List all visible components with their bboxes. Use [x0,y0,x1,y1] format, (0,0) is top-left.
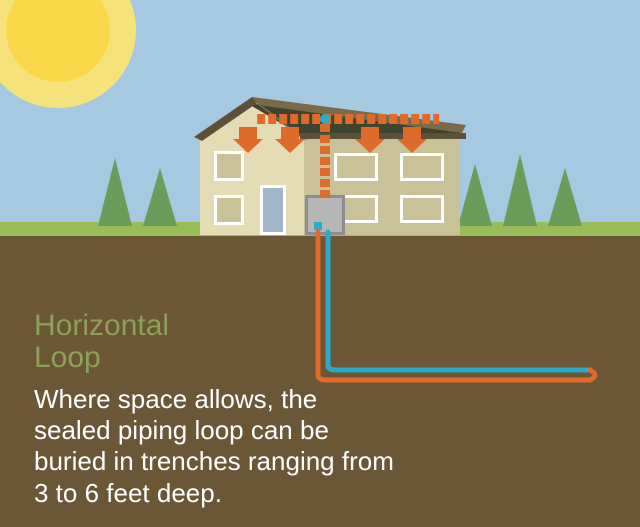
geothermal-horizontal-loop-diagram: Horizontal Loop Where space allows, the … [0,0,640,527]
title-line-2: Loop [34,341,101,374]
title-line-1: Horizontal [34,309,169,342]
diagram-description: Where space allows, the sealed piping lo… [34,384,394,509]
diagram-title: Horizontal Loop [34,310,169,373]
heat-pump-unit [308,198,342,232]
